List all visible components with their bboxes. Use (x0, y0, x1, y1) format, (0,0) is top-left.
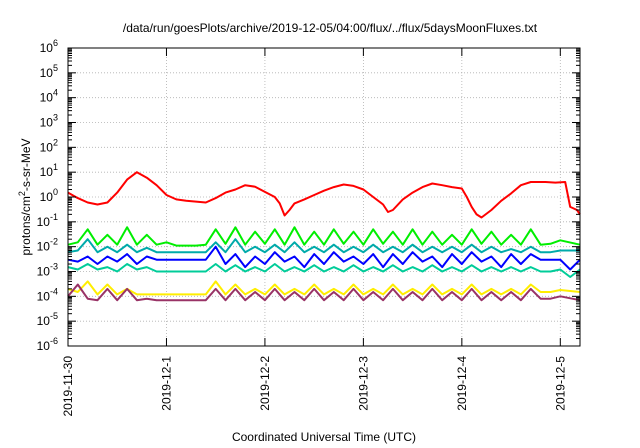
y-tick-label: 102 (40, 137, 58, 154)
y-tick-exponent: 5 (53, 63, 58, 73)
x-tick-label: 2019-12-3 (356, 356, 370, 411)
y-tick-exponent: 0 (53, 187, 58, 197)
y-tick-base: 10 (40, 91, 54, 105)
y-tick-exponent: 6 (53, 38, 58, 48)
y-tick-label: 10-1 (37, 212, 58, 229)
x-tick-label: 2019-11-30 (61, 356, 75, 417)
y-tick-exponent: 2 (53, 137, 58, 147)
y-axis-ticks: 10-610-510-410-310-210-11001011021031041… (37, 38, 580, 353)
y-tick-label: 10-4 (37, 286, 58, 303)
x-tick-label: 2019-12-2 (258, 356, 272, 411)
y-tick-base: 10 (37, 215, 51, 229)
y-tick-label: 10-5 (37, 311, 58, 328)
y-tick-label: 10-6 (37, 336, 58, 353)
y-tick-exponent: 3 (53, 113, 58, 123)
y-tick-base: 10 (40, 116, 54, 130)
series-line-3 (67, 245, 581, 271)
x-tick-label: 2019-12-4 (455, 356, 469, 411)
series-line-0 (67, 171, 581, 219)
series-lines (67, 171, 581, 302)
y-tick-label: 104 (40, 88, 58, 105)
x-axis-label: Coordinated Universal Time (UTC) (232, 430, 416, 444)
y-tick-base: 10 (40, 165, 54, 179)
y-tick-base: 10 (37, 265, 51, 279)
y-tick-base: 10 (37, 240, 51, 254)
y-tick-label: 10-2 (37, 237, 58, 254)
y-tick-base: 10 (37, 314, 51, 328)
y-tick-label: 10-3 (37, 262, 58, 279)
y-tick-base: 10 (40, 140, 54, 154)
x-tick-label: 2019-12-5 (553, 356, 567, 411)
y-tick-label: 101 (40, 162, 58, 179)
y-axis-label-rest: -s-sr-MeV (19, 138, 33, 191)
y-tick-base: 10 (40, 66, 54, 80)
series-line-1 (67, 226, 581, 247)
series-line-4 (67, 263, 581, 278)
y-tick-exponent: -3 (50, 262, 58, 272)
y-tick-exponent: -1 (50, 212, 58, 222)
series-line-2 (67, 238, 580, 254)
y-tick-label: 100 (40, 187, 58, 204)
x-axis-ticks: 2019-11-30 2019-12-1 2019-12-2 2019-12-3 201… (61, 48, 567, 417)
y-tick-label: 106 (40, 38, 58, 55)
y-tick-base: 10 (37, 339, 51, 353)
y-axis-label-exponent: 2 (17, 191, 27, 196)
y-tick-exponent: -6 (50, 336, 58, 346)
chart-title: /data/run/goesPlots/archive/2019-12-05/0… (123, 21, 538, 35)
series-line-6 (67, 283, 581, 302)
y-tick-base: 10 (40, 190, 54, 204)
series-line-5 (67, 280, 581, 296)
y-tick-label: 105 (40, 63, 58, 80)
y-tick-exponent: -4 (50, 286, 58, 296)
y-tick-exponent: -5 (50, 311, 58, 321)
y-tick-exponent: 1 (53, 162, 58, 172)
y-tick-exponent: -2 (50, 237, 58, 247)
x-tick-label: 2019-12-1 (159, 356, 173, 411)
y-tick-base: 10 (40, 41, 54, 55)
y-tick-base: 10 (37, 289, 51, 303)
y-tick-label: 103 (40, 113, 58, 130)
grid-lines (68, 48, 580, 346)
y-axis-label: protons/cm2-s-sr-MeV (17, 138, 33, 255)
y-tick-exponent: 4 (53, 88, 58, 98)
y-axis-label-base: protons/cm (19, 196, 33, 255)
